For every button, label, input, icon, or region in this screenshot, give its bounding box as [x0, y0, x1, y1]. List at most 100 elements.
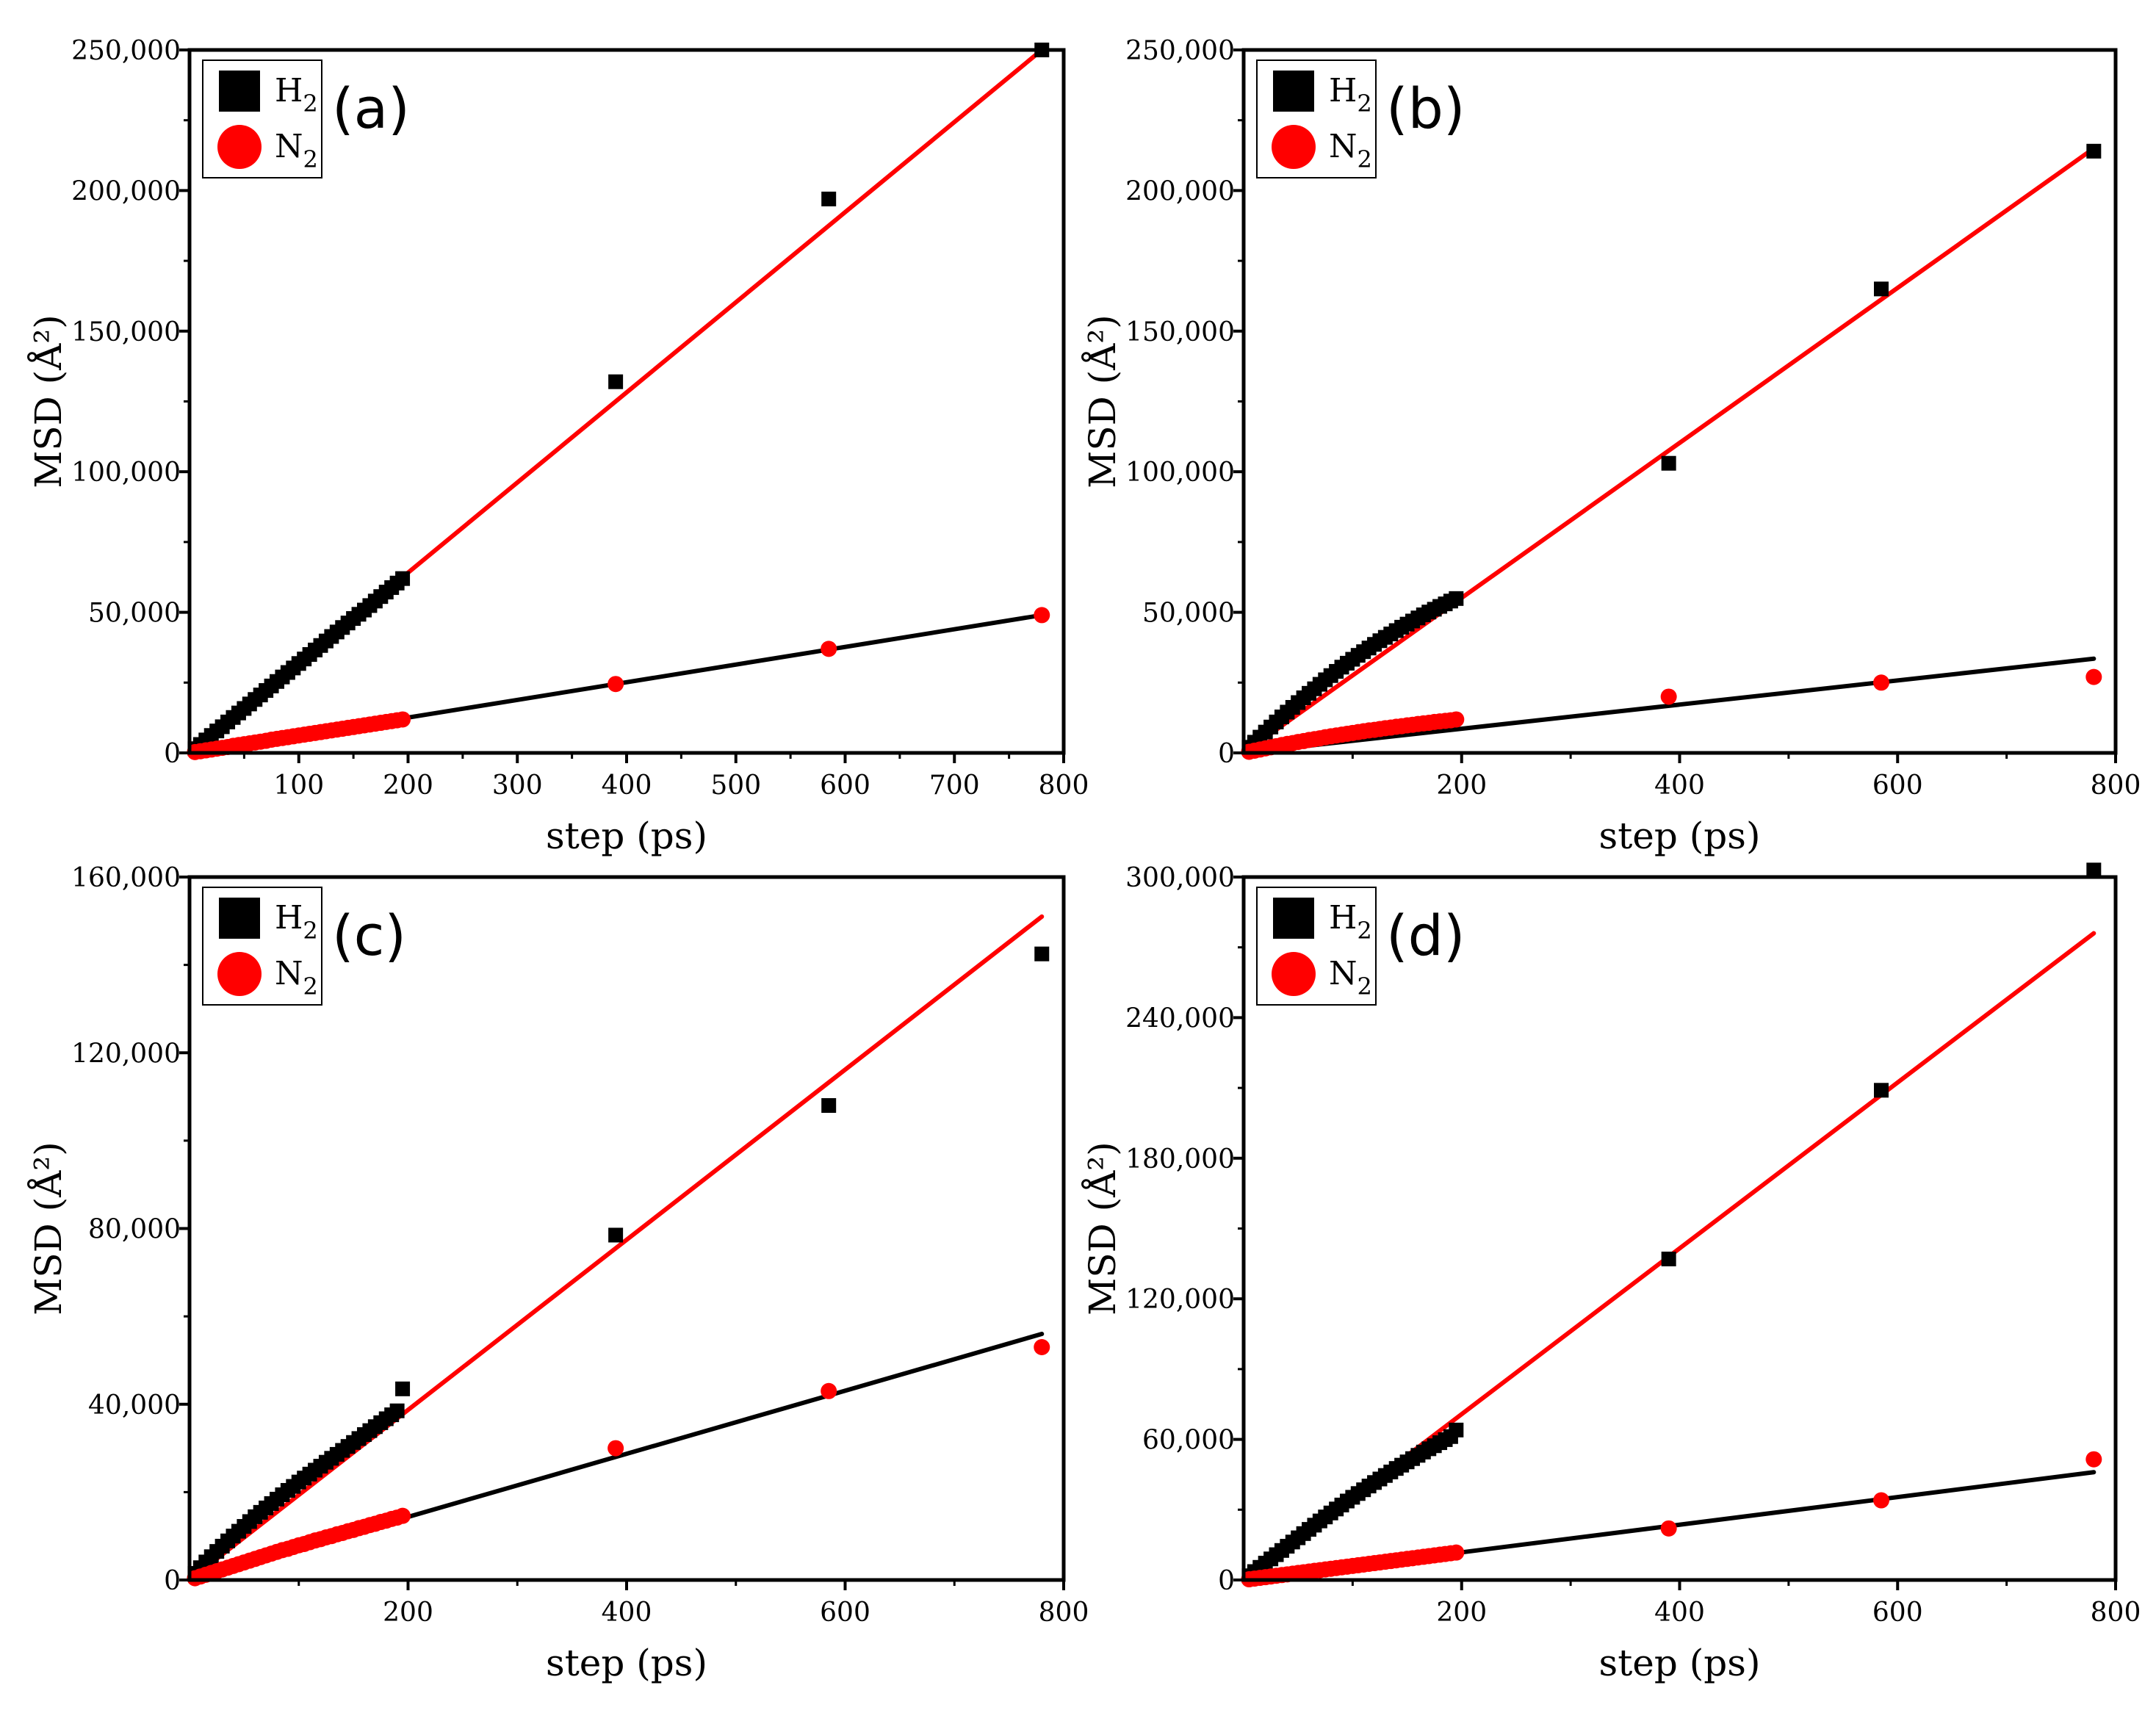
data-point-H2-38: [1449, 1422, 1464, 1437]
data-point-H2-41: [2086, 143, 2102, 159]
data-point-N2-40: [821, 641, 837, 657]
legend-marker-square: [1273, 71, 1314, 112]
y-tick-label: 0: [1218, 739, 1235, 769]
y-tick-label: 0: [164, 1566, 181, 1596]
x-tick-label: 600: [1872, 1598, 1923, 1628]
fit-line-H2: [187, 914, 1045, 1582]
y-tick-label: 80,000: [88, 1215, 181, 1245]
data-point-H2-39: [1661, 1251, 1676, 1266]
panel-label: (a): [332, 76, 410, 141]
x-axis-title: step (ps): [1599, 1642, 1761, 1684]
y-tick-label: 250,000: [1125, 36, 1235, 66]
legend-marker-square: [219, 71, 260, 112]
chart-panel-c: 200 400 600 800 0 40,000 80,000 120,000 160,000 s…: [26, 863, 1089, 1684]
legend-marker-square: [1273, 898, 1314, 939]
y-tick-label: 120,000: [1125, 1285, 1235, 1315]
chart-panel-d: 200 400 600 800 0 60,000 120,000 180,000 240,000…: [1081, 862, 2141, 1684]
data-point-N2-41: [2085, 1451, 2102, 1468]
x-tick-label: 800: [1039, 771, 1089, 801]
data-point-H2-40: [1873, 281, 1889, 297]
data-point-N2-41: [2085, 668, 2102, 685]
y-tick-label: 50,000: [1142, 599, 1235, 629]
legend-marker-circle: [217, 952, 262, 996]
data-point-H2-40: [821, 191, 837, 206]
chart-panel-b: 200 400 600 800 0 50,000 100,000 150,000 200,000…: [1081, 36, 2141, 857]
legend-marker-circle: [1272, 125, 1316, 169]
y-tick-label: 200,000: [1125, 176, 1235, 206]
data-point-H2-39: [608, 1227, 624, 1243]
data-point-N2-39: [607, 676, 624, 693]
x-tick-label: 200: [1436, 1598, 1487, 1628]
y-tick-label: 150,000: [1125, 317, 1235, 347]
panel-label: (d): [1386, 903, 1465, 968]
data-point-N2-40: [821, 1382, 837, 1399]
x-axis-title: step (ps): [546, 1642, 707, 1684]
y-tick-label: 120,000: [71, 1039, 181, 1069]
y-tick-label: 50,000: [88, 599, 181, 629]
x-tick-label: 600: [820, 771, 870, 801]
data-point-H2-38: [395, 571, 411, 586]
data-point-N2-38: [394, 711, 411, 728]
x-tick-label: 600: [1872, 771, 1923, 801]
x-tick-label: 400: [1654, 771, 1705, 801]
x-tick-label: 200: [383, 771, 433, 801]
data-point-H2-38: [395, 1381, 411, 1396]
panel-label: (c): [332, 903, 406, 968]
y-tick-label: 0: [1218, 1566, 1235, 1596]
data-point-H2-40: [821, 1098, 837, 1114]
fit-line-H2: [1241, 145, 2096, 755]
data-point-H2-37: [389, 1403, 405, 1418]
y-tick-label: 200,000: [71, 176, 181, 206]
x-tick-label: 400: [602, 1598, 652, 1628]
y-axis-title: MSD (Å²): [26, 314, 70, 488]
y-tick-label: 240,000: [1125, 1003, 1235, 1033]
x-tick-label: 100: [273, 771, 324, 801]
y-tick-label: 180,000: [1125, 1144, 1235, 1175]
y-tick-label: 150,000: [71, 317, 181, 347]
legend-marker-square: [219, 898, 260, 939]
data-point-H2-39: [608, 374, 624, 389]
x-tick-label: 400: [602, 771, 652, 801]
data-point-N2-39: [1660, 1520, 1677, 1537]
data-point-N2-38: [394, 1507, 411, 1524]
legend-marker-circle: [1272, 952, 1316, 996]
x-tick-label: 400: [1654, 1598, 1705, 1628]
data-point-N2-41: [1034, 1338, 1050, 1355]
data-point-N2-38: [1448, 711, 1465, 728]
data-point-N2-40: [1872, 674, 1889, 691]
data-point-N2-39: [607, 1440, 624, 1457]
legend-marker-circle: [217, 125, 262, 169]
y-tick-label: 250,000: [71, 36, 181, 66]
x-tick-label: 800: [2091, 1598, 2141, 1628]
data-point-H2-41: [2086, 862, 2102, 878]
data-point-N2-41: [1034, 607, 1050, 624]
y-tick-label: 160,000: [71, 863, 181, 893]
y-tick-label: 300,000: [1125, 863, 1235, 893]
x-axis-title: step (ps): [546, 815, 707, 857]
data-point-N2-38: [1448, 1544, 1465, 1561]
x-tick-label: 300: [492, 771, 543, 801]
data-point-H2-40: [1873, 1083, 1889, 1098]
y-axis-title: MSD (Å²): [1081, 314, 1124, 488]
x-tick-label: 800: [2091, 771, 2141, 801]
x-tick-label: 200: [1436, 771, 1487, 801]
data-point-H2-38: [1449, 591, 1464, 606]
x-axis-title: step (ps): [1599, 815, 1761, 857]
panel-label: (b): [1386, 76, 1465, 141]
data-point-H2-39: [1661, 455, 1676, 471]
y-axis-title: MSD (Å²): [26, 1141, 70, 1316]
x-tick-label: 600: [820, 1598, 870, 1628]
data-point-H2-41: [1034, 946, 1050, 962]
chart-panel-a: 100 200 300 400 500 600 700 800 0 50,000 100,000 15…: [26, 36, 1089, 857]
x-tick-label: 500: [710, 771, 761, 801]
x-tick-label: 800: [1039, 1598, 1089, 1628]
fit-line-N2: [1241, 656, 2096, 755]
y-tick-label: 100,000: [1125, 458, 1235, 488]
data-point-N2-40: [1872, 1492, 1889, 1509]
y-tick-label: 60,000: [1142, 1426, 1235, 1456]
y-tick-label: 40,000: [88, 1390, 181, 1421]
y-tick-label: 0: [164, 739, 181, 769]
y-tick-label: 100,000: [71, 458, 181, 488]
x-tick-label: 200: [383, 1598, 433, 1628]
